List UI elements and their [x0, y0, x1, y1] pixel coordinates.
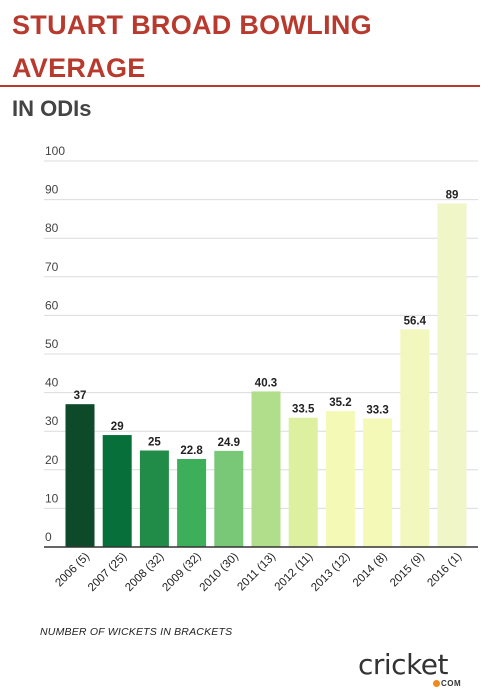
bar	[177, 458, 207, 547]
bar	[102, 435, 132, 547]
x-tick-label: 2007 (25)	[86, 551, 129, 594]
logo-dot-icon	[433, 680, 440, 687]
bar	[325, 411, 355, 547]
bar-value-label: 29	[111, 421, 124, 433]
title-divider	[0, 85, 480, 87]
bar-value-label: 37	[74, 390, 87, 402]
bar-value-label: 22.8	[180, 445, 203, 457]
x-tick-label: 2013 (12)	[309, 551, 352, 594]
cricket-com-logo: cricket COM	[358, 650, 474, 692]
y-tick-label: 50	[45, 337, 59, 351]
chart-title: STUART BROAD BOWLING AVERAGE	[12, 10, 372, 83]
x-tick-label: 2012 (11)	[273, 551, 316, 594]
x-tick-label: 2014 (8)	[351, 551, 390, 590]
x-tick-label: 2010 (30)	[198, 551, 241, 594]
y-tick-label: 30	[45, 414, 59, 428]
y-tick-label: 40	[45, 376, 59, 390]
bar	[363, 418, 393, 547]
bar-value-label: 24.9	[218, 437, 240, 449]
chart-subtitle: IN ODIs	[12, 96, 92, 121]
y-tick-label: 70	[45, 260, 59, 274]
y-tick-label: 90	[45, 183, 59, 197]
x-tick-label: 2015 (9)	[388, 551, 427, 590]
y-tick-label: 10	[45, 491, 59, 505]
y-tick-label: 20	[45, 453, 59, 467]
bar-value-label: 89	[446, 189, 459, 201]
footnote: NUMBER OF WICKETS IN BRACKETS	[40, 626, 233, 638]
x-tick-label: 2011 (13)	[235, 551, 278, 594]
bar-value-label: 56.4	[404, 315, 427, 327]
x-tick-label: 2009 (32)	[160, 551, 203, 594]
bar	[288, 417, 318, 547]
bar	[214, 450, 244, 547]
logo-suffix: COM	[441, 679, 462, 688]
bar-value-label: 33.3	[366, 404, 388, 416]
x-tick-label: 2008 (32)	[123, 551, 166, 594]
bar-value-label: 35.2	[329, 397, 351, 409]
y-tick-label: 80	[45, 221, 59, 235]
bar	[139, 450, 169, 547]
bar	[251, 391, 281, 547]
y-tick-label: 0	[45, 530, 52, 544]
bar	[437, 203, 467, 547]
bar	[400, 329, 430, 547]
bar-chart: 0 10 20 30 40 50 60 70 80 90 100 37 2006 (5) 29 2007 (…	[44, 144, 478, 594]
x-tick-label: 2016 (1)	[425, 551, 464, 590]
logo-wordmark: cricket	[358, 648, 449, 681]
bar-value-label: 33.5	[292, 404, 315, 416]
bar-value-label: 40.3	[255, 377, 277, 389]
y-tick-label: 100	[45, 144, 65, 158]
x-tick-label: 2006 (5)	[53, 551, 92, 590]
y-tick-label: 60	[45, 298, 59, 312]
bar-value-label: 25	[148, 437, 161, 449]
bar	[65, 404, 95, 547]
